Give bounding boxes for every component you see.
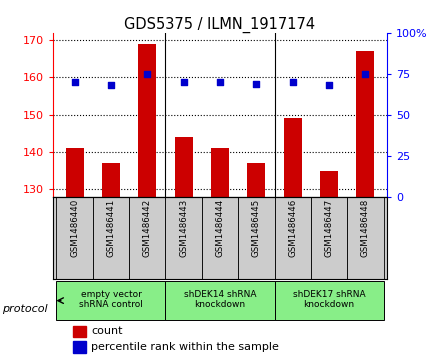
- Bar: [73, 326, 85, 337]
- Bar: [311, 197, 347, 279]
- Text: GSM1486447: GSM1486447: [325, 199, 334, 257]
- Bar: [275, 281, 384, 320]
- Bar: [247, 163, 265, 197]
- Bar: [129, 197, 165, 279]
- Bar: [73, 342, 85, 353]
- Text: GSM1486440: GSM1486440: [70, 199, 79, 257]
- Bar: [202, 197, 238, 279]
- Text: GSM1486441: GSM1486441: [106, 199, 115, 257]
- Bar: [284, 118, 302, 197]
- Bar: [165, 281, 275, 320]
- Point: [144, 71, 151, 77]
- Text: shDEK17 shRNA
knockdown: shDEK17 shRNA knockdown: [293, 290, 365, 309]
- Bar: [238, 197, 275, 279]
- Bar: [275, 197, 311, 279]
- Text: GSM1486443: GSM1486443: [179, 199, 188, 257]
- Point: [289, 79, 296, 85]
- Text: percentile rank within the sample: percentile rank within the sample: [91, 342, 279, 352]
- Text: GSM1486446: GSM1486446: [288, 199, 297, 257]
- Bar: [56, 281, 165, 320]
- Bar: [66, 148, 84, 197]
- Bar: [175, 137, 193, 197]
- Point: [326, 82, 333, 88]
- Point: [253, 81, 260, 86]
- Bar: [56, 197, 93, 279]
- Bar: [211, 148, 229, 197]
- Text: GSM1486444: GSM1486444: [216, 199, 224, 257]
- Text: empty vector
shRNA control: empty vector shRNA control: [79, 290, 143, 309]
- Bar: [138, 44, 156, 197]
- Point: [180, 79, 187, 85]
- Point: [216, 79, 224, 85]
- Text: GDS5375 / ILMN_1917174: GDS5375 / ILMN_1917174: [125, 16, 315, 33]
- Bar: [356, 51, 374, 197]
- Point: [107, 82, 114, 88]
- Bar: [320, 171, 338, 197]
- Bar: [93, 197, 129, 279]
- Text: GSM1486445: GSM1486445: [252, 199, 261, 257]
- Bar: [102, 163, 120, 197]
- Text: protocol: protocol: [2, 304, 48, 314]
- Point: [71, 79, 78, 85]
- Point: [362, 71, 369, 77]
- Bar: [165, 197, 202, 279]
- Text: count: count: [91, 326, 123, 337]
- Bar: [347, 197, 384, 279]
- Text: GSM1486448: GSM1486448: [361, 199, 370, 257]
- Text: shDEK14 shRNA
knockdown: shDEK14 shRNA knockdown: [184, 290, 256, 309]
- Text: GSM1486442: GSM1486442: [143, 199, 152, 257]
